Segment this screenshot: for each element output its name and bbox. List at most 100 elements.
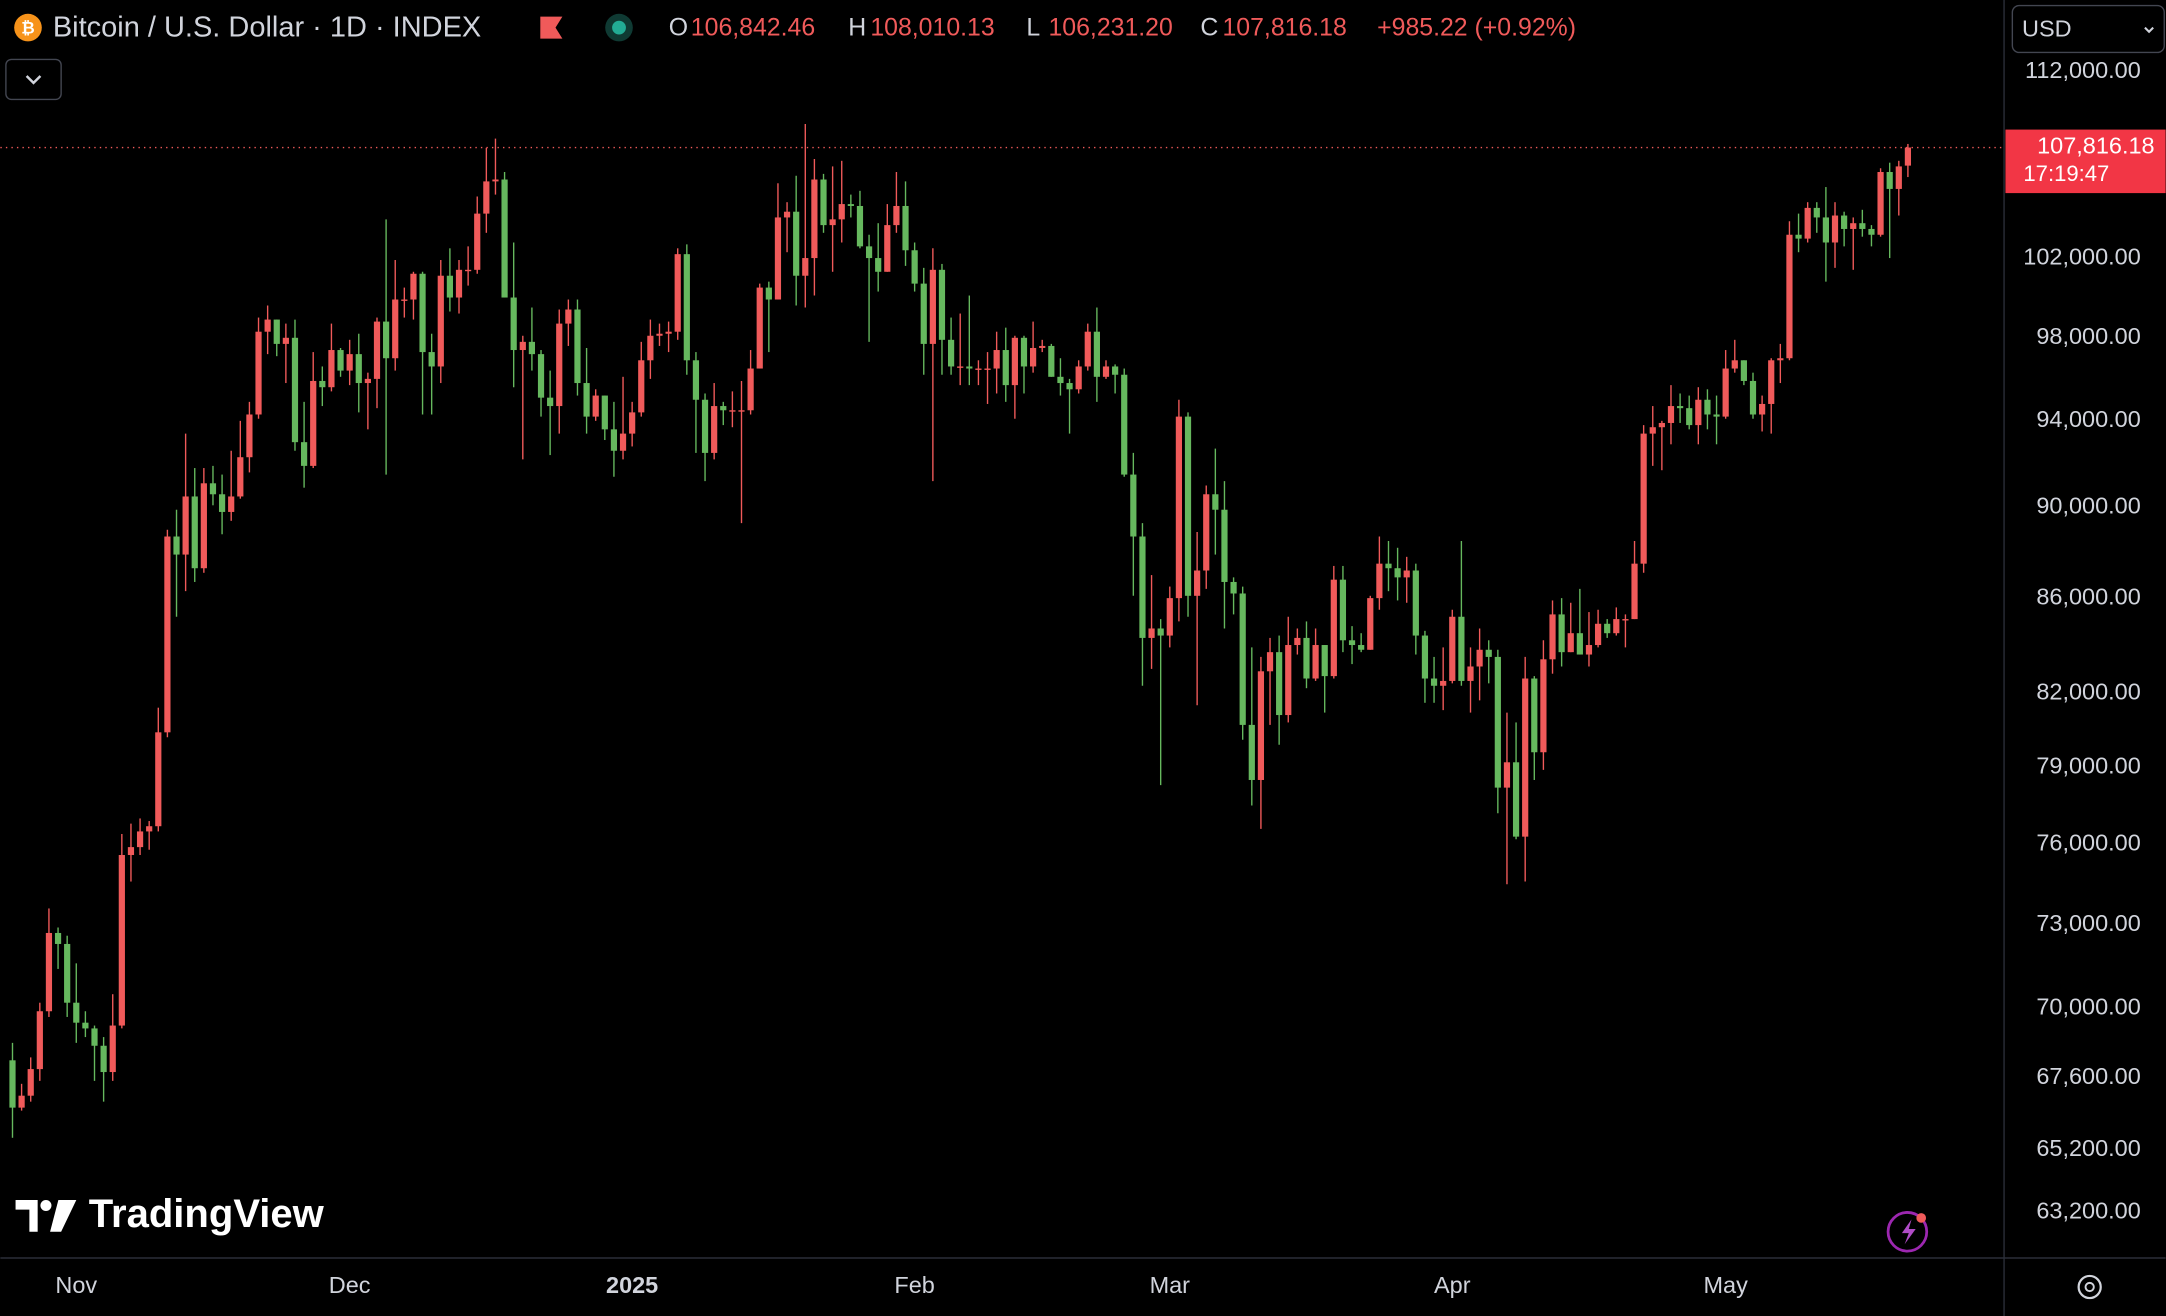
candle-body — [1257, 671, 1265, 780]
y-tick-label: 98,000.00 — [2036, 323, 2140, 349]
candle-body — [1494, 656, 1501, 788]
candle-body — [683, 254, 690, 361]
currency-button[interactable] — [2011, 4, 2165, 54]
candle-body — [246, 414, 253, 458]
candle-body — [1130, 474, 1137, 537]
legend-value: 107,816.18 — [1222, 15, 1346, 42]
x-tick-label: Nov — [55, 1272, 97, 1298]
candle-body — [528, 341, 536, 355]
candle-body — [1759, 403, 1766, 415]
candle-body — [692, 360, 700, 400]
candle-body — [1485, 649, 1492, 657]
candle-body — [1458, 616, 1465, 681]
y-tick-label: 94,000.00 — [2036, 406, 2140, 432]
candle-body — [729, 410, 736, 412]
candle-body — [1266, 652, 1274, 672]
flag-icon[interactable] — [540, 16, 563, 39]
x-tick-label: Apr — [1434, 1272, 1471, 1298]
candle-body — [1594, 623, 1602, 646]
candle-body — [1376, 563, 1383, 599]
candle-body — [875, 258, 882, 272]
chevron — [25, 75, 42, 85]
y-tick-label: 79,000.00 — [2036, 753, 2140, 779]
last-price-badge — [2005, 129, 2166, 194]
candle-body — [437, 275, 444, 367]
logo-mark — [40, 1200, 52, 1212]
candle-body — [446, 275, 453, 298]
candle-body — [802, 258, 809, 276]
candle-body — [465, 269, 472, 272]
candle-body — [1248, 724, 1255, 780]
candle-body — [747, 368, 754, 411]
candle-body — [328, 350, 335, 388]
candle-body — [474, 213, 481, 270]
y-tick-label: 86,000.00 — [2036, 583, 2140, 609]
candle-body — [1102, 366, 1110, 377]
candle-body — [1622, 619, 1629, 621]
logo-mark — [15, 1200, 38, 1232]
legend-key: C — [1200, 15, 1218, 42]
candle-body — [1039, 345, 1046, 348]
candle-body — [1795, 234, 1802, 239]
candle-body — [1440, 680, 1447, 686]
candle-body — [1540, 659, 1547, 753]
candle-body — [9, 1060, 16, 1108]
candle-body — [583, 383, 590, 417]
candle-body — [282, 337, 289, 344]
candle-body — [218, 494, 226, 512]
x-tick-label: 2025 — [606, 1272, 658, 1298]
candle-body — [1348, 640, 1356, 646]
collapse-button[interactable] — [5, 58, 62, 101]
candle-body — [1294, 637, 1301, 646]
y-tick-label: 67,600.00 — [2036, 1063, 2140, 1089]
candle-body — [1841, 215, 1848, 229]
logo: TradingView — [15, 1192, 325, 1236]
candle-body — [18, 1095, 25, 1108]
candle-body — [1649, 427, 1656, 434]
y-tick-label: 82,000.00 — [2036, 678, 2140, 704]
candle-body — [1768, 360, 1775, 404]
candle-body — [1312, 645, 1319, 679]
candle-body — [291, 337, 299, 443]
candle-body — [182, 496, 189, 555]
candle-body — [674, 254, 681, 332]
settings-button[interactable] — [2077, 1274, 2102, 1300]
candle-body — [884, 225, 891, 272]
candle-body — [200, 483, 207, 569]
candle-body — [1667, 406, 1675, 423]
lightning-button[interactable] — [1886, 1211, 1929, 1253]
candle-body — [537, 354, 545, 398]
candle-body — [547, 397, 554, 407]
candle-body — [783, 211, 791, 218]
candle-body — [929, 269, 936, 344]
candle-body — [1194, 570, 1201, 596]
candle-body — [510, 297, 517, 351]
candle-body — [1276, 652, 1283, 716]
candle-body — [1239, 593, 1246, 725]
chevron — [2144, 26, 2154, 34]
candle-body — [1330, 579, 1337, 677]
candle-body — [1066, 383, 1073, 390]
currency: USD — [2022, 16, 2072, 42]
candle-body — [1512, 762, 1520, 837]
y-tick-label: 112,000.00 — [2025, 57, 2141, 83]
candle-body — [811, 179, 818, 259]
candle-body — [337, 350, 344, 371]
candle-body — [109, 1025, 116, 1073]
candle-body — [920, 283, 927, 344]
candle-body — [1121, 374, 1128, 475]
candle-body — [1020, 337, 1028, 367]
candle-body — [838, 204, 845, 220]
candle-body — [1184, 416, 1192, 596]
candle-body — [656, 333, 663, 336]
candle-body — [310, 380, 317, 466]
candle-body — [1358, 645, 1365, 650]
symbol-title[interactable]: Bitcoin / U.S. Dollar · 1D · INDEX — [53, 12, 481, 44]
y-tick-label: 73,000.00 — [2036, 910, 2140, 936]
candle-body — [501, 179, 508, 298]
candle-body — [1157, 628, 1164, 636]
candle-body — [993, 350, 1000, 369]
candle-body — [1503, 762, 1511, 788]
candle-body — [1212, 494, 1219, 510]
candle-body — [36, 1011, 43, 1070]
